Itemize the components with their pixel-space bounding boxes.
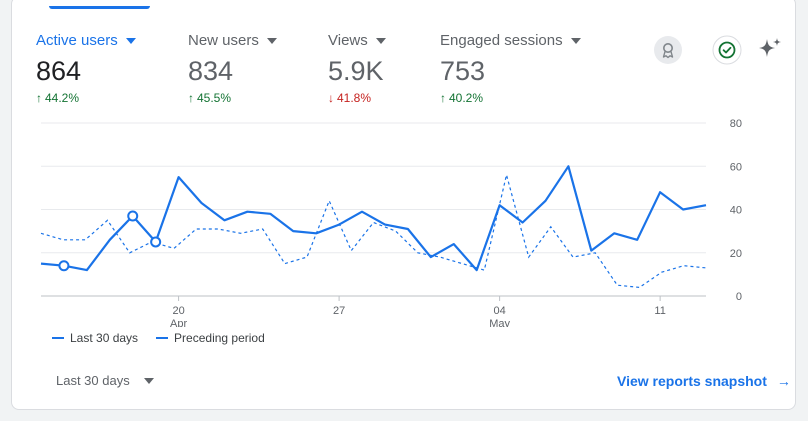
metric-value: 834 [188, 56, 234, 86]
data-point-marker [127, 210, 139, 222]
arrow-down-icon: ↓ [328, 91, 334, 105]
active-tab-indicator [49, 6, 150, 9]
metric-engaged-sessions[interactable]: Engaged sessions 753 ↑ 40.2% [440, 30, 581, 105]
legend-label: Last 30 days [70, 331, 139, 345]
data-point-marker [58, 260, 70, 272]
y-tick-label: 60 [730, 161, 742, 173]
caret-down-icon [375, 37, 386, 44]
delta-value: 40.2% [449, 91, 484, 105]
data-point-marker [150, 236, 162, 248]
metric-label-dropdown[interactable]: Engaged sessions [440, 30, 581, 50]
metric-label: Views [328, 31, 368, 49]
metric-label: Active users [36, 31, 118, 49]
series-line-last-30-days [40, 165, 707, 272]
x-tick-month-label: May [489, 318, 510, 327]
x-tick-label: 11 [654, 305, 665, 317]
solid-line-swatch [52, 337, 64, 339]
metric-value: 5.9K [328, 56, 384, 86]
metric-views[interactable]: Views 5.9K ↓ 41.8% [328, 30, 386, 105]
view-reports-snapshot-link[interactable]: View reports snapshot → [617, 373, 791, 389]
metric-label: New users [188, 31, 259, 49]
arrow-right-icon: → [776, 373, 791, 389]
x-tick-month-label: Apr [170, 318, 187, 327]
metric-label-dropdown[interactable]: Views [328, 30, 386, 50]
chart-legend: Last 30 days Preceding period [52, 331, 265, 345]
metric-active-users[interactable]: Active users 864 ↑ 44.2% [36, 30, 136, 105]
metric-delta: ↑ 45.5% [188, 91, 277, 105]
caret-down-icon [143, 378, 154, 384]
snapshot-link-label: View reports snapshot [617, 373, 767, 389]
metric-value: 753 [440, 56, 486, 86]
arrow-up-icon: ↑ [440, 91, 446, 105]
caret-down-icon [266, 37, 277, 44]
delta-value: 41.8% [337, 91, 372, 105]
delta-value: 45.5% [197, 91, 232, 105]
arrow-up-icon: ↑ [188, 91, 194, 105]
x-tick-label: 04 [493, 305, 505, 317]
date-range-dropdown[interactable]: Last 30 days [56, 373, 154, 388]
date-range-label: Last 30 days [56, 373, 130, 388]
series-line-preceding-period [40, 174, 707, 289]
home-users-card: Active users 864 ↑ 44.2% New users 834 ↑… [11, 0, 796, 410]
sparkle-icon[interactable] [756, 35, 784, 63]
y-tick-label: 20 [730, 248, 742, 260]
x-tick-label: 27 [333, 305, 345, 317]
legend-item-current: Last 30 days [52, 331, 138, 345]
caret-down-icon [125, 37, 136, 44]
metric-value: 864 [36, 56, 82, 86]
metric-new-users[interactable]: New users 834 ↑ 45.5% [188, 30, 277, 105]
legend-label: Preceding period [174, 331, 265, 345]
x-tick-label: 20 [172, 305, 184, 317]
metric-delta: ↑ 40.2% [440, 91, 581, 105]
delta-value: 44.2% [45, 91, 80, 105]
metric-label: Engaged sessions [440, 31, 563, 49]
metric-label-dropdown[interactable]: Active users [36, 30, 136, 50]
caret-down-icon [570, 37, 581, 44]
insights-badge-icon[interactable] [653, 35, 683, 65]
arrow-up-icon: ↑ [36, 91, 42, 105]
check-circle-icon[interactable] [712, 35, 742, 65]
metric-delta: ↑ 44.2% [36, 91, 136, 105]
y-tick-label: 80 [730, 118, 742, 130]
dashed-line-swatch [156, 337, 169, 339]
y-tick-label: 0 [736, 291, 742, 303]
metric-delta: ↓ 41.8% [328, 91, 386, 105]
metric-label-dropdown[interactable]: New users [188, 30, 277, 50]
y-tick-label: 40 [730, 205, 742, 217]
legend-item-previous: Preceding period [156, 331, 265, 345]
